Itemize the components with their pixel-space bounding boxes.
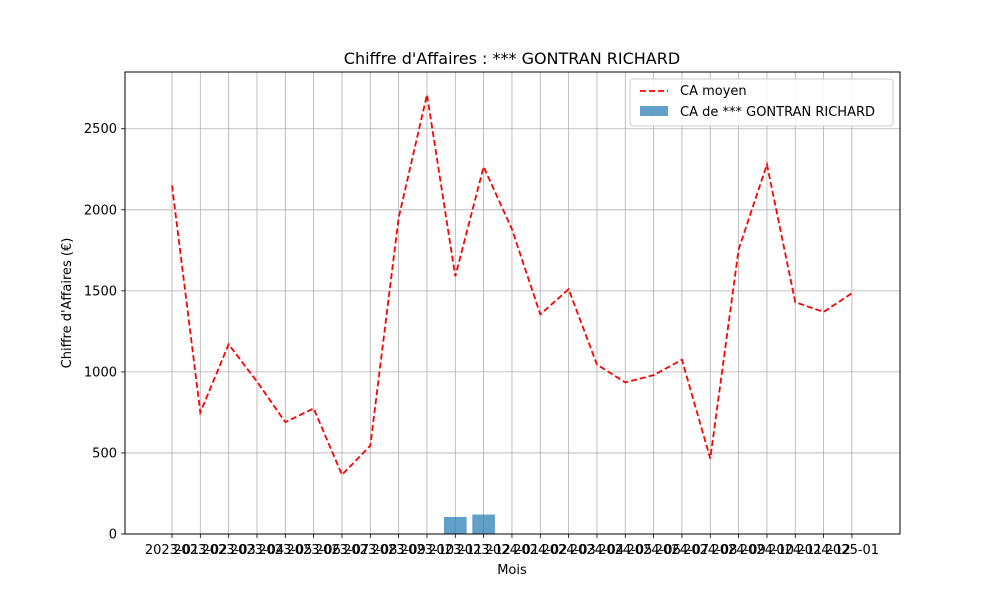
grid-layer: [125, 72, 900, 535]
x-tick-label: 2024-08: [683, 543, 737, 558]
y-tick-label: 500: [92, 446, 117, 461]
x-axis-label: Mois: [497, 563, 527, 578]
y-tick-label: 2000: [84, 203, 117, 218]
line-layer: [171, 94, 853, 477]
bar-ca-client: [472, 514, 495, 534]
x-tick-label: 2023-02: [173, 543, 227, 558]
y-tick-label: 2500: [84, 122, 117, 137]
x-tick-label: 2024-09: [711, 543, 765, 558]
bar-ca-client: [443, 516, 467, 534]
x-tick-label: 2024-02: [513, 543, 567, 558]
x-tick-label: 2024-01: [485, 543, 539, 558]
x-tick-label: 2024-04: [570, 543, 624, 558]
x-tick-label: 2023-10: [400, 543, 454, 558]
x-tick-label: 2025-01: [825, 543, 879, 558]
x-tick-label: 2023-01: [145, 543, 199, 558]
x-tick-label: 2023-08: [343, 543, 397, 558]
line-ca-moyen: [171, 94, 853, 477]
y-axis-label: Chiffre d'Affaires (€): [60, 238, 75, 369]
y-axis-ticks: 0 500 1000 1500 2000 2500: [84, 122, 125, 543]
x-tick-label: 2023-06: [286, 543, 340, 558]
bar-layer: [443, 514, 495, 534]
x-tick-label: 2023-12: [456, 543, 510, 558]
x-tick-label: 2024-11: [768, 543, 822, 558]
chart-title: Chiffre d'Affaires : *** GONTRAN RICHARD: [344, 49, 680, 68]
x-tick-label: 2024-12: [796, 543, 850, 558]
legend-swatch-ca-client: [640, 106, 668, 116]
legend: CA moyen CA de *** GONTRAN RICHARD: [629, 78, 894, 127]
y-tick-label: 0: [109, 528, 117, 543]
x-tick-label: 2024-10: [740, 543, 794, 558]
x-tick-label: 2023-09: [371, 543, 425, 558]
y-tick-label: 1000: [84, 365, 117, 380]
x-tick-label: 2024-06: [626, 543, 680, 558]
x-tick-label: 2024-07: [655, 543, 709, 558]
y-tick-label: 1500: [84, 284, 117, 299]
x-tick-label: 2023-03: [201, 543, 255, 558]
x-tick-label: 2023-04: [230, 543, 284, 558]
x-tick-label: 2024-05: [598, 543, 652, 558]
legend-label-ca-moyen: CA moyen: [680, 84, 747, 99]
x-tick-label: 2023-07: [315, 543, 369, 558]
x-tick-label: 2024-03: [541, 543, 595, 558]
x-axis-ticks: 2023-012023-022023-032023-042023-052023-…: [145, 534, 879, 558]
legend-label-ca-client: CA de *** GONTRAN RICHARD: [680, 105, 875, 120]
plot-frame: [124, 71, 901, 535]
legend-box: [629, 78, 894, 127]
x-tick-label: 2023-05: [258, 543, 312, 558]
x-tick-label: 2023-11: [428, 543, 482, 558]
